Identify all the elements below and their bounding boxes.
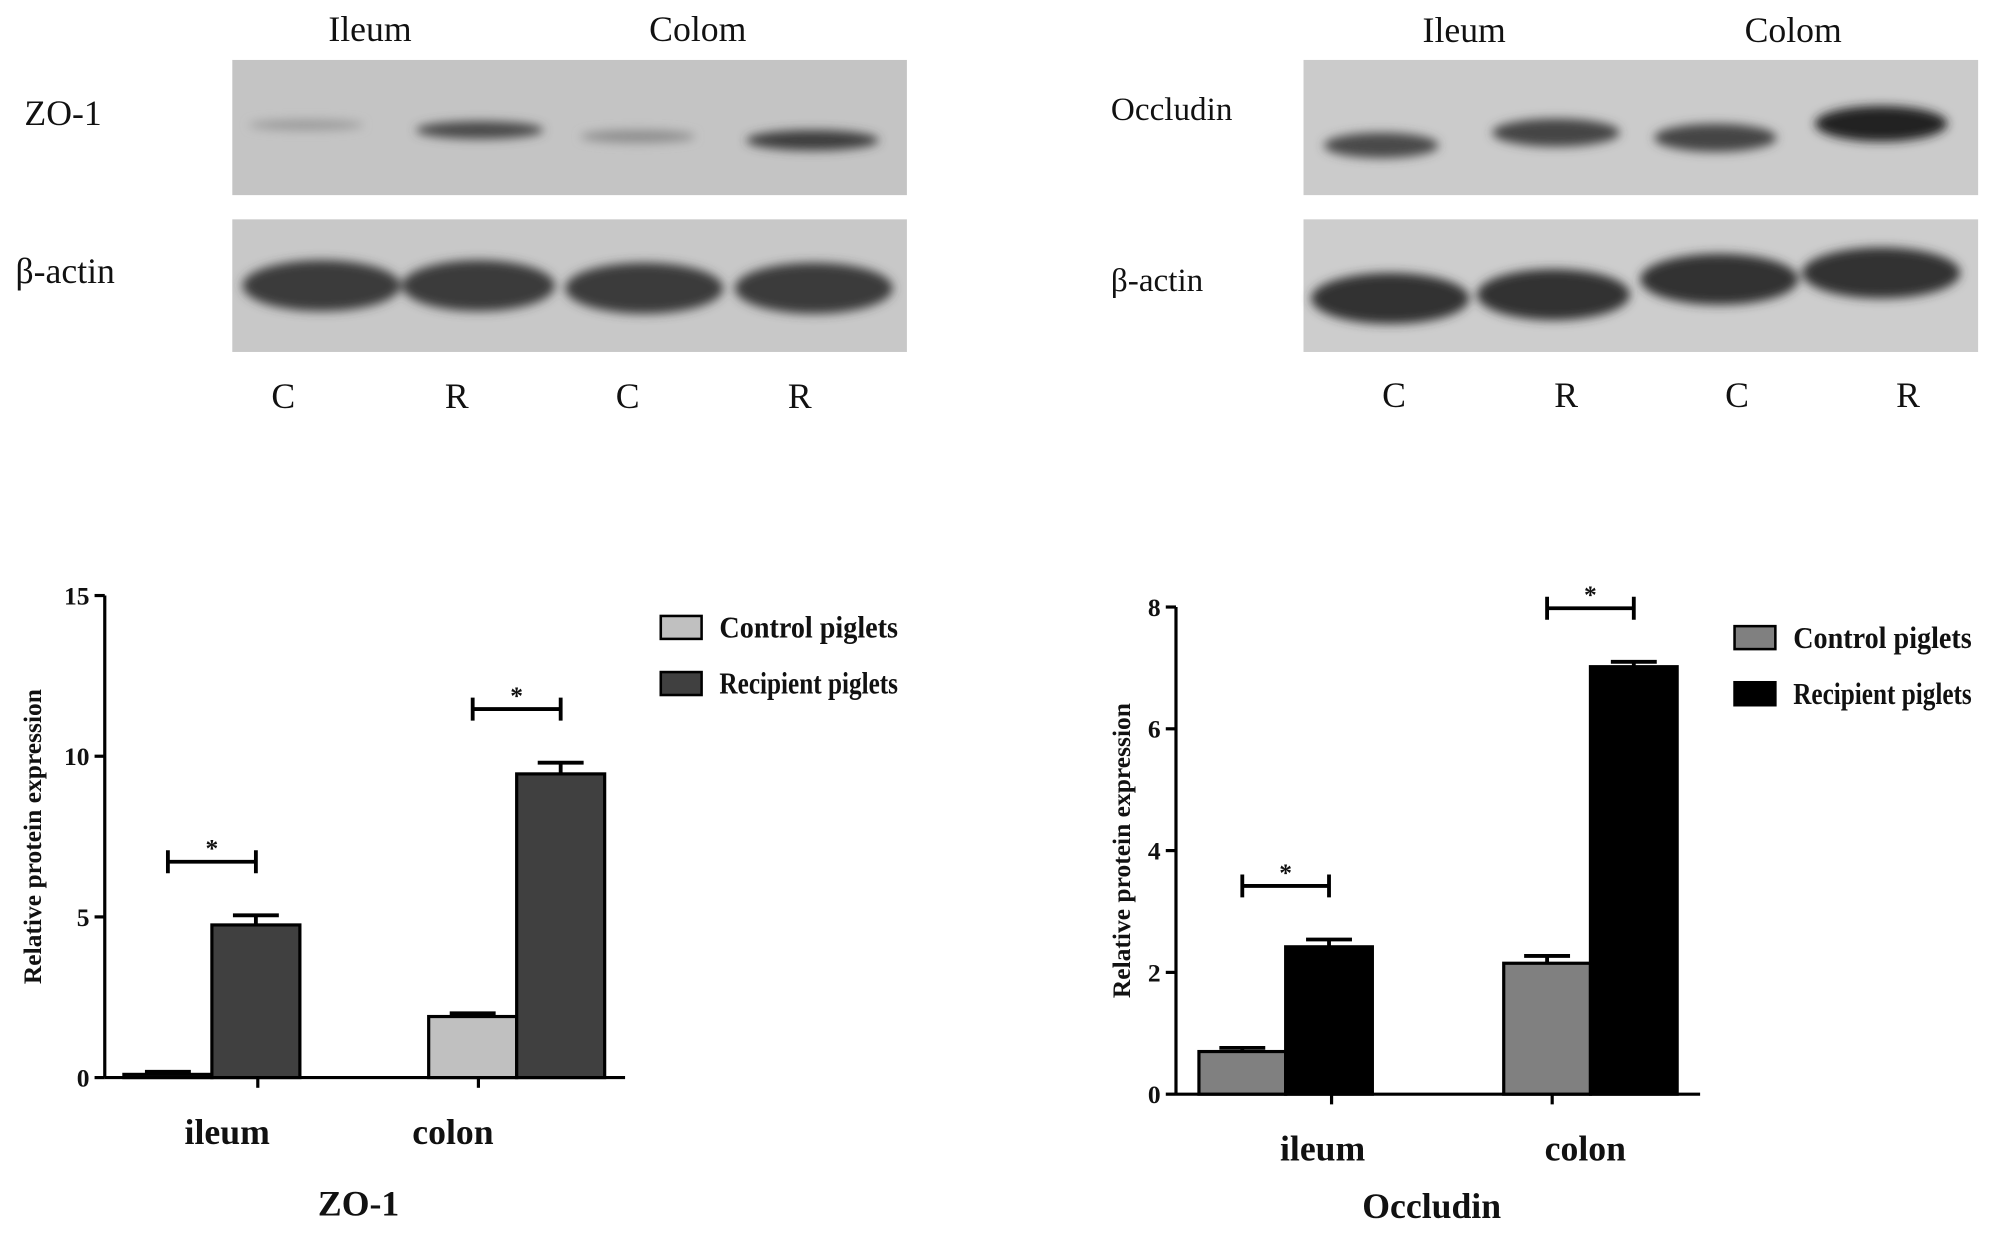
x-tick-label: colon <box>1545 1128 1626 1168</box>
blot-header: Colom <box>649 9 746 49</box>
blot-header: Colom <box>1745 10 1842 50</box>
error-bar <box>537 760 584 774</box>
error-bar <box>1219 1045 1266 1052</box>
significance-label: * <box>1584 580 1597 609</box>
blot-occludin: Ileum Colom Occludin β-actin C R C R <box>1111 10 1979 415</box>
bar <box>210 923 302 1080</box>
protein-label: ZO-1 <box>24 93 101 133</box>
bar <box>1588 665 1679 1096</box>
x-tick-label: ileum <box>1280 1128 1366 1168</box>
significance-label: * <box>1279 858 1292 887</box>
error-bar <box>1610 659 1657 667</box>
error-bar <box>232 913 279 925</box>
blot-header: Ileum <box>328 9 411 49</box>
error-bar <box>449 1011 496 1017</box>
legend-swatch <box>1733 624 1777 651</box>
y-tick-label: 15 <box>64 581 90 610</box>
bar <box>1284 945 1374 1096</box>
lane-label: C <box>1725 375 1749 415</box>
y-tick-label: 10 <box>64 742 90 771</box>
lane-label: C <box>616 376 640 416</box>
chart-title: Occludin <box>1362 1186 1501 1226</box>
lane-label: R <box>788 376 812 416</box>
control-label: β-actin <box>16 251 116 291</box>
legend-label: Control piglets <box>1793 621 1972 655</box>
significance-bracket <box>1240 874 1331 898</box>
y-tick-label: 4 <box>1148 837 1161 866</box>
lane-label: R <box>1554 375 1578 415</box>
lane-label: R <box>445 376 469 416</box>
lane-label: R <box>1896 375 1920 415</box>
lane-label: C <box>1382 375 1406 415</box>
blot-header: Ileum <box>1423 10 1506 50</box>
control-label: β-actin <box>1111 262 1204 299</box>
bar <box>122 1072 214 1080</box>
y-axis-label: Relative protein expression <box>18 689 47 984</box>
legend-swatch <box>659 670 703 697</box>
y-tick-label: 8 <box>1148 593 1161 622</box>
significance-bracket <box>470 697 563 721</box>
significance-bracket <box>1545 596 1636 620</box>
legend-label: Control piglets <box>719 611 898 645</box>
x-tick-label: ileum <box>185 1112 271 1152</box>
significance-bracket <box>165 850 258 874</box>
chart-title: ZO-1 <box>318 1183 399 1223</box>
protein-label: Occludin <box>1111 91 1233 128</box>
bar <box>515 772 607 1080</box>
bands <box>1311 105 1961 324</box>
bands <box>242 119 893 314</box>
y-tick-label: 6 <box>1148 715 1161 744</box>
y-tick-label: 2 <box>1148 958 1161 987</box>
bar <box>1197 1049 1288 1096</box>
blot-zo1: Ileum Colom ZO-1 β-actin C R C R <box>16 9 907 416</box>
significance-label: * <box>206 834 219 863</box>
bar <box>427 1014 519 1080</box>
error-bar <box>1306 937 1352 947</box>
error-bar <box>1524 954 1571 964</box>
legend-label: Recipient piglets <box>719 667 898 701</box>
legend-swatch <box>659 614 703 641</box>
x-tick-label: colon <box>412 1112 493 1152</box>
significance-label: * <box>510 681 523 710</box>
legend-swatch <box>1733 680 1777 707</box>
y-axis-label: Relative protein expression <box>1107 703 1136 998</box>
lane-label: C <box>271 376 295 416</box>
y-tick-label: 5 <box>77 903 90 932</box>
error-bar <box>144 1069 191 1075</box>
y-tick-label: 0 <box>77 1064 90 1093</box>
legend-label: Recipient piglets <box>1793 677 1972 711</box>
y-tick-label: 0 <box>1148 1080 1161 1109</box>
bar <box>1502 961 1593 1096</box>
